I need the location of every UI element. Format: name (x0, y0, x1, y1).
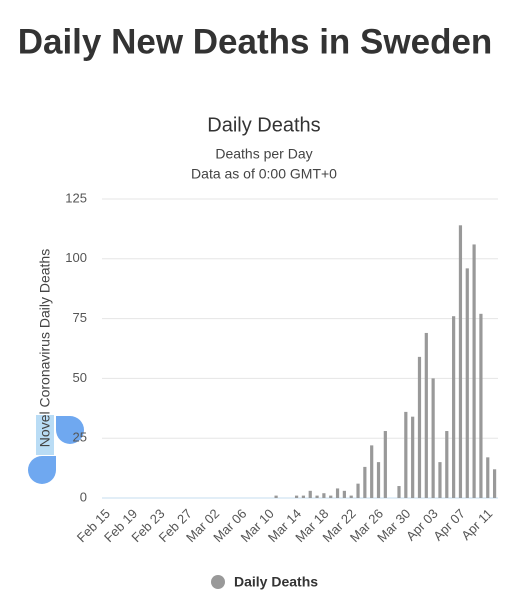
bar (356, 483, 360, 498)
bar (349, 495, 353, 498)
bar (445, 431, 449, 498)
selection-handle[interactable] (56, 416, 84, 444)
bar (301, 495, 306, 498)
legend-swatch (211, 575, 225, 589)
bar (294, 495, 299, 498)
bar (438, 462, 442, 498)
bar (363, 466, 367, 498)
bar (397, 486, 401, 498)
bar (452, 316, 456, 498)
chart-note: Data as of 0:00 GMT+0 (191, 166, 337, 182)
y-tick-label: 0 (80, 489, 87, 504)
bar (479, 313, 483, 498)
y-tick-label: 25 (73, 430, 87, 445)
text-selection (36, 415, 54, 455)
y-tick-label: 75 (73, 310, 87, 325)
bar (404, 411, 408, 498)
bar (417, 356, 422, 498)
page-heading: Daily New Deaths in Sweden (18, 22, 493, 61)
bar (342, 490, 346, 498)
bar (465, 268, 469, 498)
bar (274, 495, 278, 498)
bar (472, 244, 476, 498)
bar (322, 493, 326, 498)
chart-title: Daily Deaths (207, 114, 320, 136)
bar (376, 462, 381, 498)
y-tick-label: 100 (65, 250, 87, 265)
x-tick-label: Apr 07 (430, 506, 468, 544)
legend-label[interactable]: Daily Deaths (234, 574, 318, 590)
bar (335, 488, 340, 498)
bar (383, 431, 387, 498)
bar (308, 490, 312, 498)
bar (329, 495, 333, 498)
y-axis-title: Novel Coronavirus Daily Deaths (37, 249, 53, 447)
bar (424, 332, 428, 498)
bar (431, 378, 435, 498)
selection-handle[interactable] (28, 456, 56, 484)
bar (370, 445, 374, 498)
bar (458, 225, 463, 498)
x-tick-label: Apr 11 (458, 506, 495, 543)
bar (315, 495, 319, 498)
y-tick-label: 50 (73, 370, 87, 385)
bar (411, 416, 415, 498)
y-tick-label: 125 (65, 190, 87, 205)
bar (486, 457, 490, 498)
bar (492, 469, 497, 498)
chart-subtitle: Deaths per Day (215, 146, 312, 162)
